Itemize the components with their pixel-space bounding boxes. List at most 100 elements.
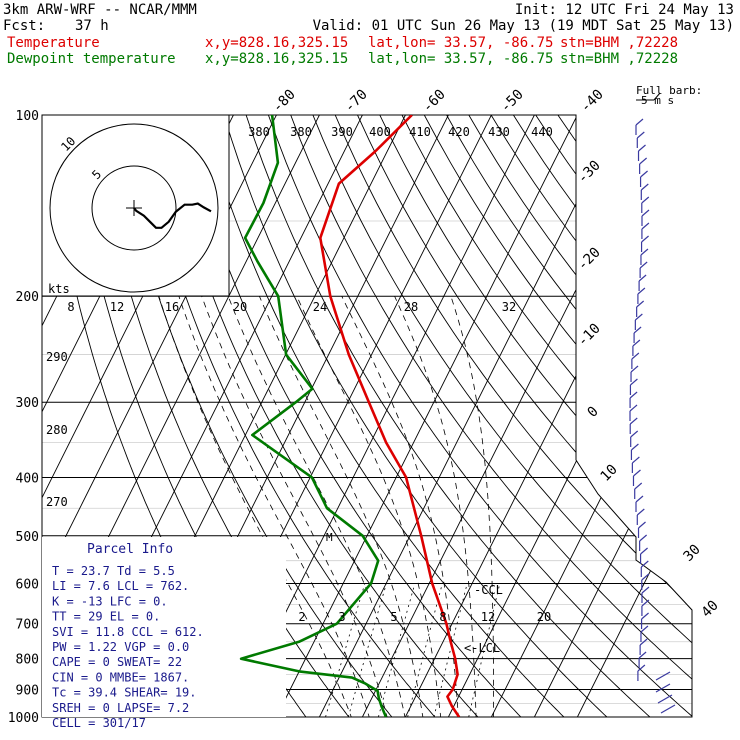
wind-barb (655, 671, 671, 681)
wind-barb (634, 482, 643, 490)
isobar-label-800: 800 (16, 653, 39, 668)
isotherm-label: -30 (575, 158, 604, 187)
dry-adiabat (267, 115, 692, 717)
wind-barb (640, 560, 649, 568)
parcel-top-annotation: M (326, 531, 333, 544)
mixing-ratio-line (347, 583, 387, 717)
wind-barb (641, 612, 649, 620)
wind-barb (637, 664, 646, 672)
hodograph-ring-outer (49, 123, 219, 293)
wind-barb (633, 326, 642, 334)
parcel-info-row: SREH = 0 LAPSE= 7.2 (52, 701, 189, 715)
wind-legend-line1: Full barb: (636, 84, 702, 97)
isotherm (361, 115, 664, 717)
wind-barb (631, 456, 640, 464)
forecast-hours: 37 h (75, 18, 109, 34)
isobar-label-700: 700 (16, 618, 39, 633)
theta-e-label: 16 (165, 300, 179, 314)
theta-label: 380 (290, 125, 312, 139)
wind-barb (635, 118, 644, 126)
isotherm-label: -40 (578, 87, 607, 116)
parcel-info-row: TT = 29 EL = 0. (52, 610, 160, 624)
diagram-frame (41, 114, 693, 718)
isotherm (490, 115, 692, 717)
wind-barb (629, 391, 638, 399)
parcel-info-title: Parcel Info (87, 542, 173, 557)
moist-adiabat (178, 296, 374, 717)
wind-barb (640, 547, 648, 555)
mixing-ratio-label: 20 (537, 610, 551, 624)
wind-barb (631, 443, 639, 451)
valid-time: Valid: 01 UTC Sun 26 May 13 (19 MDT Sat … (312, 18, 734, 34)
init-time: Init: 12 UTC Fri 24 May 13 (514, 2, 734, 18)
legend-dewpoint-latlon: lat,lon= 33.57, -86.75 (368, 51, 554, 67)
legend-temperature-stn: stn=BHM ,72228 (560, 35, 679, 51)
isotherm (318, 115, 621, 717)
wind-barb (640, 248, 649, 256)
isotherm-label: -20 (575, 245, 604, 274)
parcel-info-row: SVI = 11.8 CCL = 612. (52, 625, 204, 639)
legend-dewpoint-loc: x,y=828.16,325.15 (205, 51, 349, 67)
mixing-ratio-label: 5 (390, 610, 397, 624)
wind-barb (640, 170, 648, 178)
dry-adiabat (513, 115, 692, 717)
mixing-ratio-label: 2 (298, 610, 305, 624)
theta-label: 390 (331, 125, 353, 139)
wind-barb (638, 144, 646, 152)
moist-adiabat (341, 296, 460, 717)
wind-barb (636, 300, 645, 308)
mixing-ratio-line (407, 583, 443, 717)
mixing-ratio-line (378, 583, 416, 717)
wind-barb (641, 599, 650, 607)
wind-barb (638, 274, 647, 282)
moist-adiabat (450, 296, 495, 717)
parcel-info-row: LI = 7.6 LCL = 762. (52, 579, 189, 593)
wind-barb (657, 694, 673, 704)
mixing-ratio-line (325, 583, 366, 717)
legend-dewpoint-name: Dewpoint temperature (7, 51, 176, 67)
wind-barb (630, 365, 639, 373)
wind-barb (639, 261, 648, 269)
dry-adiabat-label: 290 (46, 350, 68, 364)
wind-barb (638, 521, 646, 529)
isobar-label-400: 400 (16, 471, 39, 486)
dry-adiabat (178, 115, 534, 717)
dry-adiabat-label: 280 (46, 423, 68, 437)
dry-adiabat (357, 115, 692, 717)
isobar-label-900: 900 (16, 683, 39, 698)
theta-e-label: 20 (233, 300, 247, 314)
dry-adiabat-label: 270 (46, 495, 68, 509)
isobar-label-500: 500 (16, 530, 39, 545)
parcel-info-row: PW = 1.22 VGP = 0.0 (52, 640, 189, 654)
wind-barb (641, 586, 650, 594)
parcel-info-row: Tc = 39.4 SHEAR= 19. (52, 686, 197, 700)
wind-barb (639, 638, 648, 646)
moist-adiabat (296, 296, 443, 717)
wind-barb (634, 313, 643, 321)
dry-adiabat (423, 115, 692, 717)
hodograph-ring-inner (91, 165, 177, 251)
theta-label: 430 (488, 125, 510, 139)
dry-adiabat (312, 115, 692, 717)
wind-barb (630, 378, 638, 386)
legend-temperature-loc: x,y=828.16,325.15 (205, 35, 349, 51)
mixing-ratio-label: 3 (338, 610, 345, 624)
moist-adiabat (201, 296, 391, 717)
legend-temperature-latlon: lat,lon= 33.57, -86.75 (368, 35, 554, 51)
theta-e-label: 32 (502, 300, 516, 314)
lcl-annotation: <-LCL (464, 641, 500, 655)
ccl-annotation: -CCL (474, 583, 503, 597)
dry-adiabat (201, 115, 578, 717)
moist-adiabat (259, 296, 426, 717)
mixing-ratio-label: 12 (481, 610, 495, 624)
isotherm-label: -80 (270, 87, 299, 116)
isotherm (533, 115, 692, 717)
isobar-label-1000: 1000 (8, 711, 39, 726)
dry-adiabat (112, 115, 403, 717)
dewpoint-trace (239, 115, 388, 717)
wind-barb (639, 534, 648, 542)
wind-barb (629, 404, 638, 412)
wind-barb (641, 209, 650, 217)
wind-barb (631, 352, 640, 360)
